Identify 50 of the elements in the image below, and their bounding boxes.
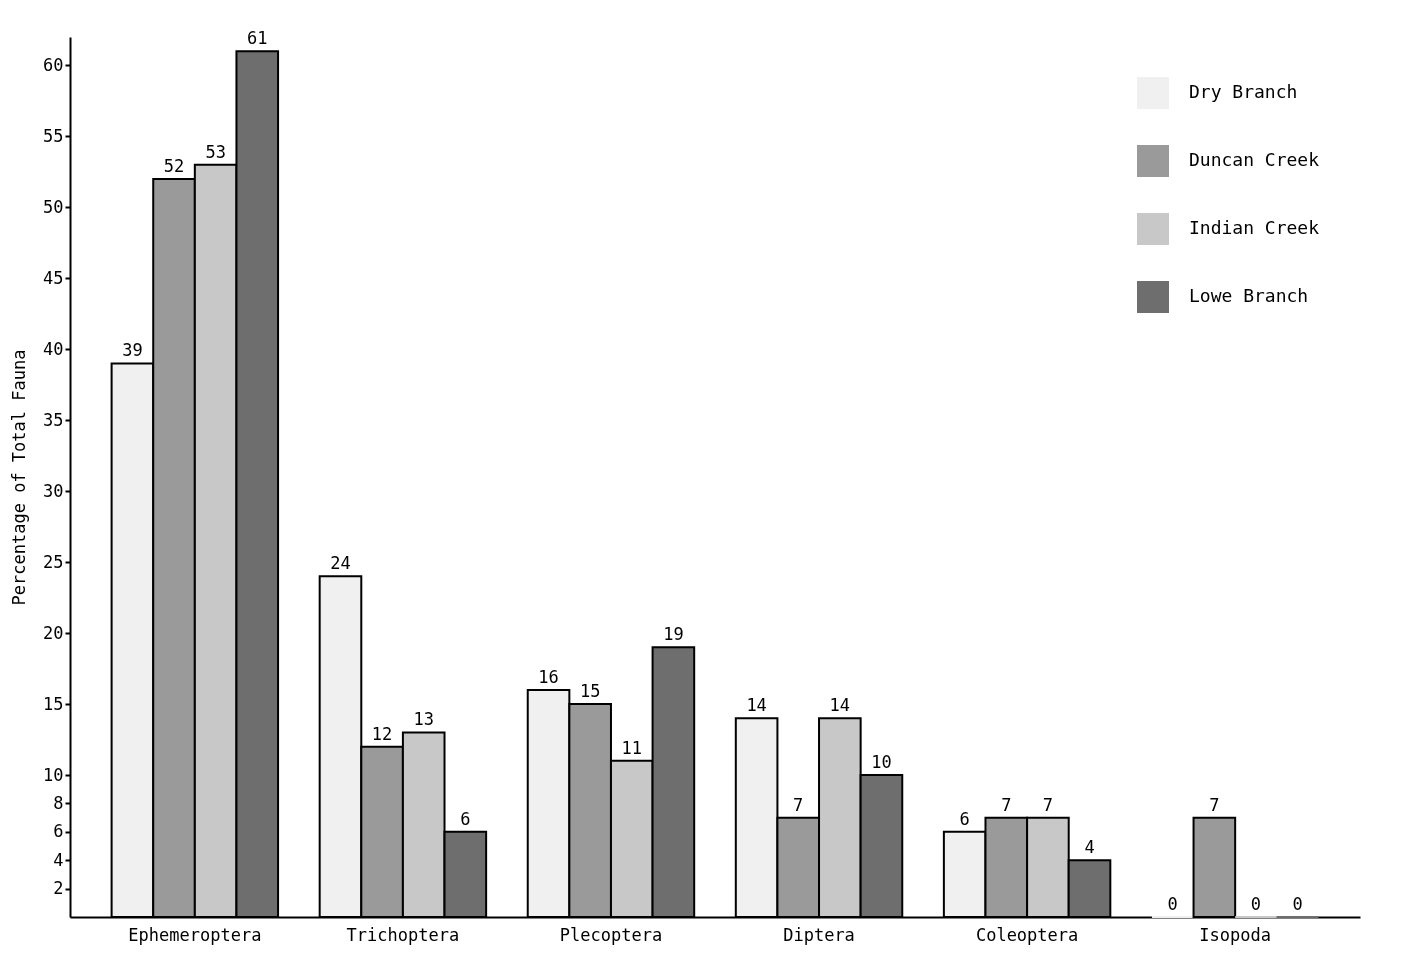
data-label: 10: [871, 752, 892, 773]
x-tick-label: Plecoptera: [559, 924, 663, 945]
data-label: 19: [663, 624, 684, 645]
y-tick-label: 50: [43, 196, 64, 217]
data-label: 13: [413, 709, 434, 730]
legend-label: Dry Branch: [1189, 81, 1298, 102]
y-tick-label: 25: [43, 551, 64, 572]
data-label: 16: [538, 666, 559, 687]
legend-label: Duncan Creek: [1189, 149, 1320, 170]
x-tick-label: Ephemeroptera: [128, 924, 262, 945]
y-axis-title: Percentage of Total Fauna: [9, 349, 30, 606]
data-label: 6: [460, 808, 471, 829]
y-tick-label: 10: [43, 764, 64, 785]
y-tick-label: 20: [43, 622, 64, 643]
legend-label: Lowe Branch: [1189, 285, 1309, 306]
x-tick-label: Trichoptera: [346, 924, 460, 945]
data-label: 12: [371, 723, 393, 744]
y-tick-label: 45: [43, 267, 64, 288]
y-tick-label: 4: [53, 849, 64, 870]
data-label: 24: [330, 553, 351, 574]
data-label: 14: [829, 695, 851, 716]
y-tick-label: 2: [53, 878, 64, 899]
x-tick-label: Isopoda: [1199, 924, 1271, 945]
x-tick-label: Coleoptera: [975, 924, 1079, 945]
y-tick-label: 30: [43, 480, 64, 501]
data-label: 61: [247, 28, 268, 49]
data-label: 0: [1250, 894, 1262, 914]
x-tick-label: Diptera: [783, 924, 855, 945]
data-label: 0: [1167, 894, 1178, 914]
data-label: 11: [621, 737, 643, 758]
data-label: 39: [122, 340, 143, 361]
data-label: 7: [1209, 794, 1220, 815]
data-label: 15: [579, 681, 601, 702]
y-tick-label: 8: [53, 792, 64, 813]
data-label: 4: [1084, 837, 1095, 858]
data-label: 6: [959, 808, 970, 829]
y-tick-label: 55: [43, 125, 64, 146]
data-label: 53: [205, 141, 226, 162]
y-tick-label: 60: [43, 54, 64, 75]
data-label: 7: [1001, 794, 1012, 815]
data-label: 14: [746, 695, 767, 716]
data-label: 7: [1042, 794, 1054, 815]
y-tick-label: 35: [43, 409, 64, 430]
data-label: 52: [163, 155, 185, 176]
y-tick-label: 15: [43, 693, 64, 714]
data-label: 0: [1292, 894, 1303, 914]
y-tick-label: 40: [43, 338, 64, 359]
legend-label: Indian Creek: [1189, 217, 1320, 238]
y-tick-label: 6: [53, 821, 64, 842]
data-label: 7: [793, 794, 804, 815]
